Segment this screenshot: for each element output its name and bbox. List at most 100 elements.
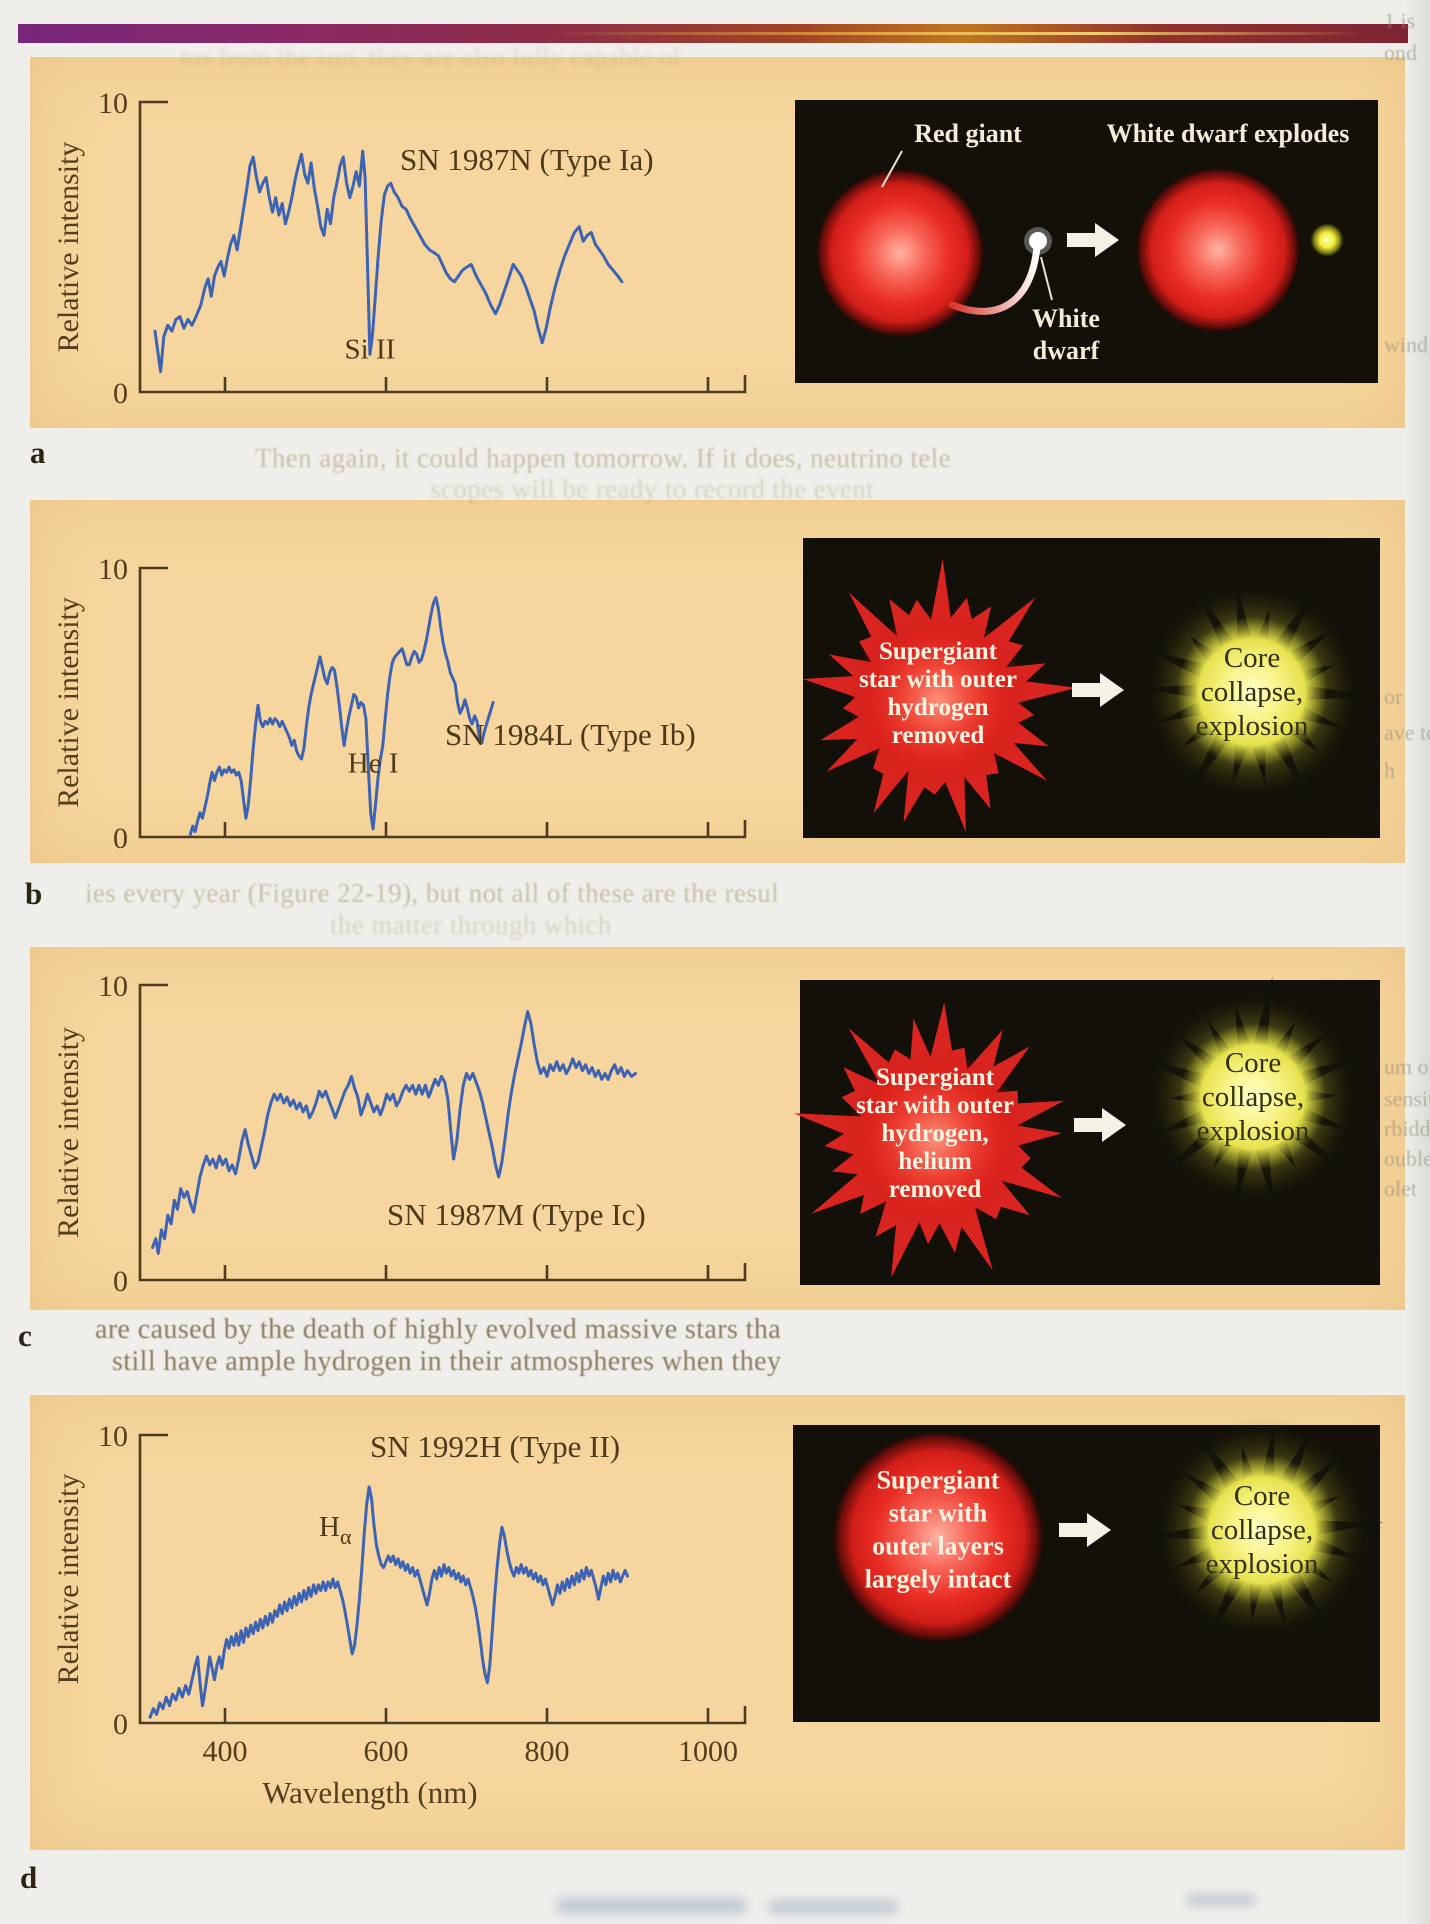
y-axis-label: Relative intensity [52,1027,85,1238]
core-collapse-label-line: explosion [1197,1115,1310,1147]
arrow-icon [1059,1513,1111,1547]
margin-ghost-fragment: or [1384,684,1403,709]
ghost-text-line: Then again, it could happen tomorrow. If… [255,443,952,473]
progenitor-label-line: star with [889,1499,988,1528]
panel-title-a: SN 1987N (Type Ia) [400,142,654,177]
bleed-through-smudge [768,1900,898,1914]
spectrum-curve-b [188,596,495,836]
xtick-label: 1000 [678,1735,738,1768]
margin-ghost-fragment: ave to [1384,720,1430,745]
explosion-dark-spikes [1137,1423,1384,1643]
progenitor-label-line: removed [892,722,985,749]
bleed-through-smudge [1186,1894,1256,1906]
plot-axes [138,1433,747,1725]
progenitor-label-line: removed [889,1176,982,1203]
explosion-dark-spikes [1141,976,1365,1209]
progenitor-label-line: Supergiant [876,1064,995,1091]
line-annotation: He I [348,747,399,779]
accretion-stream [948,243,1041,315]
ytick-10: 10 [98,553,128,586]
progenitor-label-line: outer layers [872,1532,1004,1561]
explosion-yellow-core [1186,1454,1338,1606]
y-axis-label: Relative intensity [52,597,85,808]
progenitor-label-line: Supergiant [877,1466,1000,1495]
core-collapse-label-line: explosion [1196,710,1309,742]
ghost-text-top: tos from the sun, they are also fully ca… [180,42,682,71]
ghost-text-line: are caused by the death of highly evolve… [95,1314,782,1345]
margin-ghost-fragment: wind [1384,332,1428,357]
panel-svg-d: 10 0 Relative intensity SN 1992H (Type II) H… [52,1416,1384,1810]
progenitor-label-line: Supergiant [879,638,998,665]
core-collapse-label-line: collapse, [1201,676,1303,708]
core-collapse-label-line: collapse, [1202,1081,1304,1113]
spectrum-plot-a: 10 0 Relative intensity SN 1987N (Type Ia) S… [52,87,747,410]
red-giant-label: Red giant [914,119,1022,148]
line-annotation: Hα [319,1511,352,1549]
margin-ghost-fragment: olet [1384,1176,1417,1201]
ghost-text-line: still have ample hydrogen in their atmos… [112,1346,782,1377]
margin-ghost-fragment: oublet [1384,1146,1430,1171]
pointer-line [1040,256,1053,301]
y-axis-label: Relative intensity [52,1474,85,1685]
progenitor-label-line: hydrogen [888,694,989,721]
spectrum-plot-d: 10 0 Relative intensity SN 1992H (Type II) H… [52,1420,747,1810]
red-giant-sphere-after [1134,166,1302,334]
progenitor-label-line: star with outer [856,1092,1014,1119]
progenitor-label-line: largely intact [865,1565,1012,1594]
figure-panel-a: 10 0 Relative intensity SN 1987N (Type Ia) S… [30,57,1405,428]
margin-ghost-fragment: rbidden [1384,1116,1430,1141]
panel-letter-a: a [30,435,46,470]
margin-ghost-fragment: sensitive [1384,1086,1430,1111]
panel-svg-b: 10 0 Relative intensity SN 1984L (Type Ib) H… [52,538,1380,855]
margin-ghost-fragment: um of [1384,1054,1430,1079]
bleed-through-smudge [556,1898,746,1914]
ytick-10: 10 [98,87,128,120]
ytick-10: 10 [98,1420,128,1453]
spectrum-plot-b: 10 0 Relative intensity SN 1984L (Type Ib) H… [52,553,747,855]
margin-ghost-fragment: h [1384,758,1395,783]
red-giant-sphere [814,167,986,339]
illustration-a: Red giant White dwarf explodes White dwarf [795,100,1378,383]
ghost-text-line: the matter through which [330,910,612,940]
ytick-0: 0 [113,1708,128,1741]
plot-axes [138,100,747,394]
ghost-text-line: ies every year (Figure 22-19), but not a… [85,878,780,908]
core-collapse-label-line: collapse, [1211,1514,1313,1546]
ytick-0: 0 [113,377,128,410]
illustration-d: Supergiant star with outer layers largely i… [793,1416,1384,1722]
explosion-yellow-core [1176,616,1328,768]
progenitor-label-line: hydrogen, [881,1120,988,1147]
panel-svg-c: 10 0 Relative intensity SN 1987M (Type Ic) S… [52,970,1380,1298]
spectrum-plot-c: 10 0 Relative intensity SN 1987M (Type Ic) [52,970,747,1298]
explosion-dark-spikes [1138,583,1377,803]
ytick-0: 0 [113,822,128,855]
x-axis-label: Wavelength (nm) [262,1775,477,1810]
plot-axes [138,566,747,839]
figure-panel-c: 10 0 Relative intensity SN 1987M (Type Ic) S… [30,947,1405,1310]
top-accent-bar [18,24,1408,43]
pointer-line [881,150,903,188]
progenitor-label-line: star with outer [859,666,1017,693]
xtick-label: 600 [364,1735,409,1768]
panel-letter-b: b [25,876,43,911]
figure-panel-d: 10 0 Relative intensity SN 1992H (Type II) H… [30,1395,1405,1850]
ghost-text-line: scopes will be ready to record the event [430,474,875,504]
spectrum-curve-c [151,1010,637,1255]
xtick-label: 400 [203,1735,248,1768]
red-starburst-core [848,610,1028,790]
core-collapse-label-line: Core [1225,1047,1281,1079]
panel-title-d: SN 1992H (Type II) [370,1429,620,1464]
white-dwarf-label: dwarf [1033,336,1100,365]
plot-axes [138,983,747,1282]
white-dwarf-dot [1029,232,1047,250]
arrow-icon [1072,673,1124,707]
panel-letter-d: d [20,1860,38,1895]
red-supergiant-sphere [830,1429,1046,1645]
y-axis-label: Relative intensity [52,142,85,353]
ytick-10: 10 [98,970,128,1003]
page-edge-shadow [1404,0,1430,1924]
margin-ghost-fragment: ond [1384,40,1417,65]
